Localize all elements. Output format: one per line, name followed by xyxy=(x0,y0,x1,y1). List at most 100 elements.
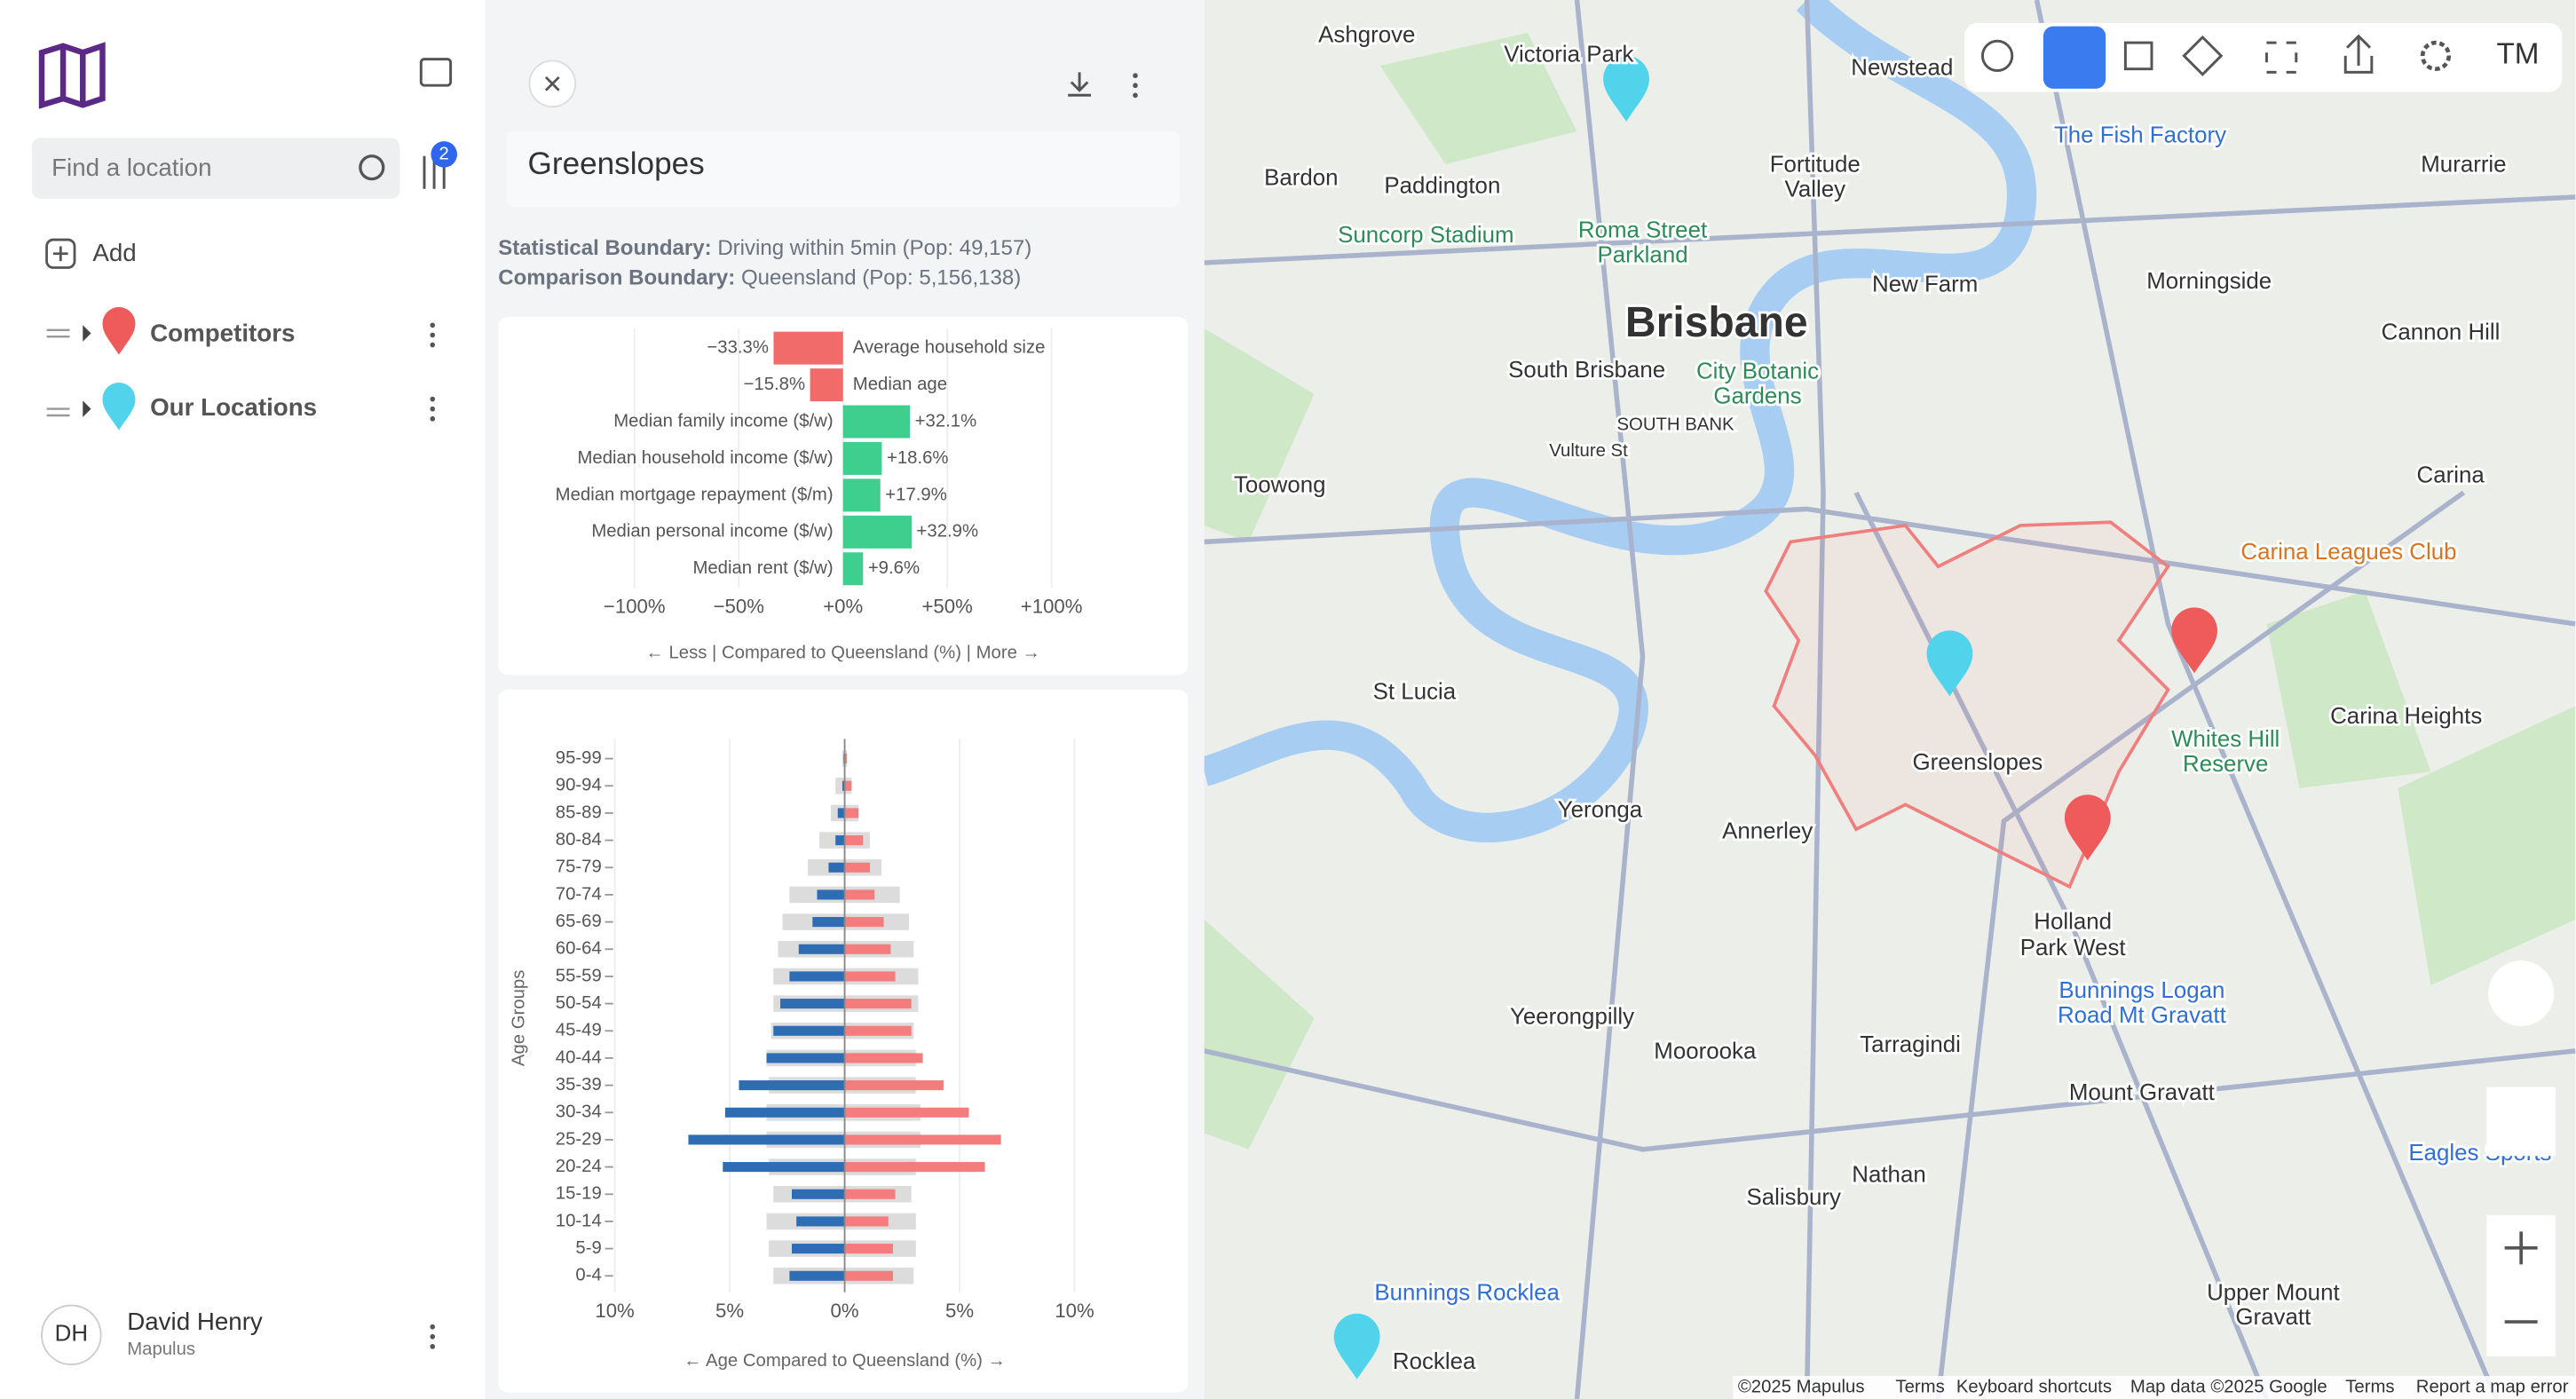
stat-line: Statistical Boundary: Driving within 5mi… xyxy=(498,237,1031,261)
category-label: Median age xyxy=(853,375,947,394)
map-label: Toowong xyxy=(1234,472,1326,497)
map-label: SOUTH BANK xyxy=(1616,415,1734,434)
map-label: Roma Street xyxy=(1578,218,1707,243)
data-label: +18.6% xyxy=(887,448,949,468)
zoom-controls[interactable] xyxy=(2486,960,2556,1356)
x-tick-label: +100% xyxy=(1021,595,1083,617)
bar xyxy=(844,1025,912,1036)
bar xyxy=(798,944,845,954)
bar xyxy=(842,552,864,586)
bar xyxy=(844,889,875,900)
attribution[interactable]: Report a map error xyxy=(2416,1377,2569,1396)
data-label: +32.1% xyxy=(915,411,977,431)
detail-panel: Greenslopes Statistical Boundary: Drivin… xyxy=(485,0,1205,1399)
bar xyxy=(844,780,852,791)
map-label: Ashgrove xyxy=(1318,23,1415,48)
bar xyxy=(844,1162,985,1173)
attribution[interactable]: Terms xyxy=(1895,1377,1944,1396)
map-label: Victoria Park xyxy=(1504,43,1633,67)
map-label: The Fish Factory xyxy=(2054,123,2226,147)
bar xyxy=(842,780,845,791)
map-label: Upper Mount xyxy=(2207,1280,2340,1305)
x-tick-label: 10% xyxy=(1055,1300,1094,1322)
data-label: −33.3% xyxy=(707,338,769,358)
bar xyxy=(724,1107,845,1118)
bar xyxy=(773,1025,845,1036)
bar xyxy=(828,862,845,873)
bar xyxy=(844,1107,969,1118)
y-tick-label: 30-34 xyxy=(556,1103,602,1122)
y-tick-label: 5-9 xyxy=(575,1238,601,1258)
search-input[interactable] xyxy=(31,138,400,199)
layer-name[interactable]: Our Locations xyxy=(150,393,317,421)
bar xyxy=(812,917,845,928)
x-axis-label: ← Less | Compared to Queensland (%) | Mo… xyxy=(646,644,1040,663)
y-tick-label: 95-99 xyxy=(556,748,602,768)
add-layer[interactable]: Add xyxy=(92,239,136,266)
map-label: South Brisbane xyxy=(1508,358,1665,383)
x-tick-label: 5% xyxy=(945,1300,974,1322)
attribution[interactable]: Map data ©2025 Google xyxy=(2130,1377,2327,1396)
map-label: Bunnings Logan xyxy=(2058,978,2224,1003)
bar xyxy=(789,971,845,982)
bar xyxy=(817,889,845,900)
y-tick-label: 20-24 xyxy=(556,1157,602,1176)
x-tick-label: 0% xyxy=(831,1300,859,1322)
competitor-markers[interactable] xyxy=(2064,607,2217,861)
logo[interactable] xyxy=(38,42,106,109)
y-tick-label: 70-74 xyxy=(556,884,602,904)
y-tick-label: 55-59 xyxy=(556,966,602,985)
map-label: New Farm xyxy=(1872,273,1978,297)
attribution[interactable]: Keyboard shortcuts xyxy=(1956,1377,2112,1396)
bar xyxy=(842,405,911,439)
bar xyxy=(844,1270,893,1281)
bar xyxy=(688,1134,845,1145)
map-label: Salisbury xyxy=(1747,1185,1841,1210)
y-axis-label: Age Groups xyxy=(510,970,529,1066)
map: Ashgrove Victoria Park Newstead Bardon Paddi… xyxy=(1199,0,2576,1399)
bar xyxy=(780,999,845,1009)
map-label: Greenslopes xyxy=(1913,750,2043,775)
x-tick-label: −50% xyxy=(714,595,764,617)
map-label: Whites Hill xyxy=(2171,727,2280,752)
bar xyxy=(773,331,843,365)
x-tick-label: +0% xyxy=(823,595,863,617)
map-label: Moorooka xyxy=(1654,1039,1757,1064)
bar xyxy=(835,835,845,846)
bar xyxy=(842,441,882,475)
y-tick-label: 0-4 xyxy=(575,1266,601,1285)
category-label: Median household income ($/w) xyxy=(577,448,833,468)
category-label: Median personal income ($/w) xyxy=(591,522,833,541)
map-label: Gravatt xyxy=(2235,1305,2311,1330)
y-tick-label: 10-14 xyxy=(556,1211,602,1230)
x-axis-label: ← Age Compared to Queensland (%) → xyxy=(684,1351,1006,1371)
layer-name[interactable]: Competitors xyxy=(150,320,295,347)
map-label: Morningside xyxy=(2146,269,2272,294)
category-label: Median rent ($/w) xyxy=(692,558,833,578)
data-label: +32.9% xyxy=(917,522,979,541)
stat-label: Statistical Boundary: xyxy=(498,237,711,261)
map-label: Fortitude xyxy=(1770,153,1861,178)
map-label: Valley xyxy=(1784,177,1845,202)
x-tick-label: −100% xyxy=(604,595,666,617)
attribution[interactable]: Terms xyxy=(2345,1377,2394,1396)
map-label: St Lucia xyxy=(1373,679,1457,704)
download-button[interactable] xyxy=(1068,72,1092,97)
map-label: Yeerongpilly xyxy=(1510,1005,1634,1030)
collapse-button[interactable] xyxy=(419,58,453,87)
map-label: Gardens xyxy=(1713,383,1801,408)
map-label: Nathan xyxy=(1852,1162,1925,1187)
bar xyxy=(842,478,881,512)
map-label: Park West xyxy=(2020,936,2126,960)
bar xyxy=(844,1053,923,1063)
x-tick-label: 10% xyxy=(595,1300,634,1322)
user-avatar[interactable]: TM xyxy=(2496,38,2539,71)
map-label: Cannon Hill xyxy=(2382,320,2501,344)
stat-text: Queensland (Pop: 5,156,138) xyxy=(741,266,1021,290)
map-toolbar[interactable]: TM xyxy=(1964,22,2563,92)
bar xyxy=(796,1216,845,1227)
bar xyxy=(810,368,843,402)
bar xyxy=(789,1270,845,1281)
